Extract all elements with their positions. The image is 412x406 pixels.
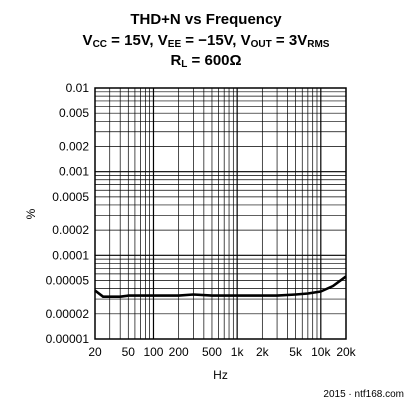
y-tick-label: 0.00005 (46, 274, 90, 288)
rl-value: = 600Ω (187, 52, 242, 69)
vout-value: = 3V (271, 32, 308, 49)
watermark: 2015 · ntf168.com (323, 389, 404, 400)
vcc-subscript: CC (92, 39, 108, 50)
vee-symbol: V (157, 32, 168, 49)
x-tick-label: 2k (256, 345, 270, 359)
y-tick-label: 0.0002 (52, 223, 89, 237)
vcc-symbol: V (82, 32, 93, 49)
y-tick-label: 0.00002 (46, 307, 90, 321)
x-tick-label: 100 (143, 345, 163, 359)
vout-symbol: V (240, 32, 251, 49)
y-tick-label: 0.001 (59, 165, 89, 179)
vout-subscript: OUT (250, 39, 272, 50)
y-tick-label: 0.0005 (52, 190, 89, 204)
rl-symbol: R (170, 52, 182, 69)
plot-frame (94, 87, 347, 340)
y-tick-label: 0.00001 (46, 332, 90, 346)
y-axis-label: % (24, 208, 38, 219)
chart-subtitle-load: RL = 600Ω (0, 52, 412, 70)
vrms-subscript: RMS (307, 39, 330, 50)
vee-value: = −15V, (181, 32, 241, 49)
vcc-value: = 15V, (107, 32, 158, 49)
x-tick-label: 1k (231, 345, 245, 359)
x-tick-label: 20 (88, 345, 102, 359)
x-tick-label: 10k (311, 345, 331, 359)
x-tick-label: 200 (169, 345, 189, 359)
x-tick-labels: 20 50 100 200 500 1k 2k 5k 10k 20k (88, 345, 356, 359)
y-tick-labels: 0.01 0.005 0.002 0.001 0.0005 0.0002 0.0001 0.0… (46, 81, 90, 346)
y-tick-label: 0.0001 (52, 248, 89, 262)
x-tick-label: 20k (336, 345, 356, 359)
x-axis-label: Hz (213, 368, 228, 382)
x-tick-label: 50 (122, 345, 136, 359)
y-tick-label: 0.01 (66, 81, 90, 95)
y-tick-label: 0.005 (59, 106, 89, 120)
series-line (94, 275, 347, 299)
minor-grid (95, 88, 346, 339)
y-tick-label: 0.002 (59, 139, 89, 153)
x-tick-label: 500 (202, 345, 222, 359)
rl-subscript: L (181, 59, 188, 70)
series-layer (94, 275, 347, 299)
chart-subtitle-supplies: VCC = 15V, VEE = −15V, VOUT = 3VRMS (0, 32, 412, 50)
chart-title: THD+N vs Frequency (130, 11, 282, 28)
major-grid (95, 88, 346, 339)
vee-subscript: EE (167, 39, 182, 50)
x-tick-label: 5k (289, 345, 303, 359)
